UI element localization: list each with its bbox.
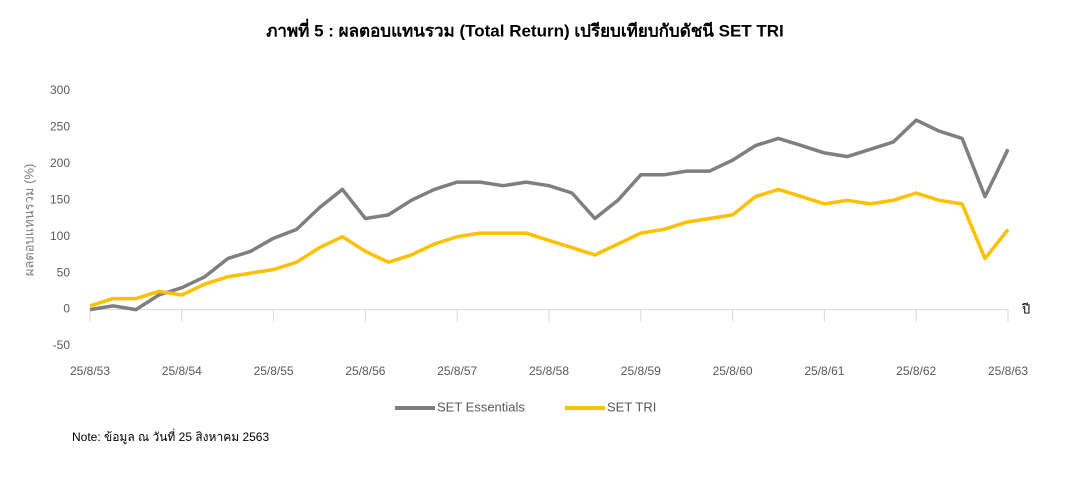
x-axis-label: ปี — [1021, 301, 1030, 316]
x-tick-label: 25/8/58 — [529, 364, 569, 378]
legend-label: SET Essentials — [437, 399, 525, 414]
legend-label: SET TRI — [607, 399, 656, 414]
x-tick-label: 25/8/54 — [162, 364, 202, 378]
y-tick-label: 50 — [57, 265, 71, 279]
y-tick-label: 150 — [50, 192, 70, 206]
x-tick-label: 25/8/61 — [804, 364, 844, 378]
x-tick-label: 25/8/57 — [437, 364, 477, 378]
y-tick-label: 0 — [63, 302, 70, 316]
x-tick-label: 25/8/60 — [713, 364, 753, 378]
x-tick-label: 25/8/62 — [896, 364, 936, 378]
line-series — [89, 118, 1010, 312]
x-tick-label: 25/8/55 — [254, 364, 294, 378]
y-axis-label: ผลตอบแทนรวม (%) — [21, 164, 36, 277]
note: Note: ข้อมูล ณ วันที่ 25 สิงหาคม 2563 — [72, 428, 269, 445]
y-tick-label: 200 — [50, 156, 70, 170]
x-tick-label: 25/8/59 — [621, 364, 661, 378]
line-series — [89, 187, 1010, 308]
y-tick-label: -50 — [53, 338, 71, 352]
y-tick-label: 100 — [50, 229, 70, 243]
chart-title: ภาพที่ 5 : ผลตอบแทนรวม (Total Return) เป… — [266, 18, 784, 40]
x-tick-label: 25/8/56 — [345, 364, 385, 378]
x-tick-label: 25/8/63 — [988, 364, 1028, 378]
x-tick-label: 25/8/53 — [70, 364, 110, 378]
y-tick-label: 300 — [50, 83, 70, 97]
y-tick-label: 250 — [50, 120, 70, 134]
